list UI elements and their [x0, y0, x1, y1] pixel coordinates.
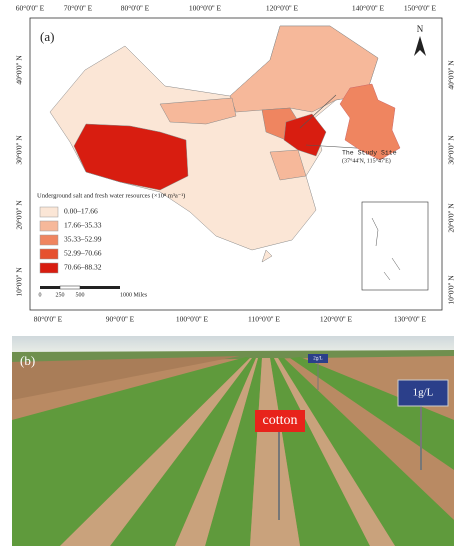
site-name: The Study Site: [342, 150, 397, 157]
legend-title: Underground salt and fresh water resourc…: [37, 192, 185, 199]
scale-label: 0: [39, 292, 42, 298]
top-axis-label: 120°0'0'' E: [266, 4, 299, 13]
scale-bar: [40, 286, 120, 289]
legend-label: 0.00–17.66: [64, 207, 98, 216]
bottom-axis-label: 130°0'0'' E: [394, 315, 427, 324]
top-axis-label: 80°0'0'' E: [121, 4, 150, 13]
top-axis-label: 100°0'0'' E: [189, 4, 222, 13]
top-axis-label: 70°0'0'' E: [64, 4, 93, 13]
left-axis-label: 10°0'0'' N: [15, 267, 24, 297]
legend-swatch: [40, 221, 58, 231]
north-label: N: [417, 24, 424, 34]
legend-label: 35.33–52.99: [64, 235, 102, 244]
scale-label: 250: [56, 292, 65, 298]
bottom-axis-label: 90°0'0'' E: [106, 315, 135, 324]
inset: [362, 202, 428, 290]
right-axis-label: 30°0'0'' N: [447, 135, 456, 165]
left-axis-label: 30°0'0'' N: [15, 135, 24, 165]
site-coords: (37°44'N, 115°47'E): [342, 157, 391, 164]
bottom-axis-label: 120°0'0'' E: [320, 315, 353, 324]
scale-label: 500: [76, 292, 85, 298]
panel-label: (a): [40, 29, 54, 44]
legend-label: 17.66–35.33: [64, 221, 102, 230]
top-axis-label: 140°0'0'' E: [352, 4, 385, 13]
photo-sky: [12, 336, 454, 352]
top-axis-label: 150°0'0'' E: [404, 4, 437, 13]
legend-swatch: [40, 263, 58, 273]
scale-label: 1000 Miles: [120, 292, 148, 298]
panel-label: (b): [20, 353, 35, 368]
sign-text: cotton: [263, 413, 298, 428]
legend-label: 70.66–88.32: [64, 263, 102, 272]
bottom-axis-label: 100°0'0'' E: [176, 315, 209, 324]
legend-swatch: [40, 235, 58, 245]
bottom-axis-label: 80°0'0'' E: [34, 315, 63, 324]
legend-swatch: [40, 249, 58, 259]
top-axis-label: 60°0'0'' E: [16, 4, 45, 13]
legend-swatch: [40, 207, 58, 217]
sign-text: 1g/L: [413, 387, 434, 399]
legend-label: 52.99–70.66: [64, 249, 102, 258]
left-axis-label: 20°0'0'' N: [15, 200, 24, 230]
right-axis-label: 10°0'0'' N: [447, 275, 456, 305]
right-axis-label: 20°0'0'' N: [447, 203, 456, 233]
sign-text: 2g/L: [313, 357, 322, 362]
bottom-axis-label: 110°0'0'' E: [248, 315, 280, 324]
left-axis-label: 40°0'0'' N: [15, 55, 24, 85]
right-axis-label: 40°0'0'' N: [447, 60, 456, 90]
